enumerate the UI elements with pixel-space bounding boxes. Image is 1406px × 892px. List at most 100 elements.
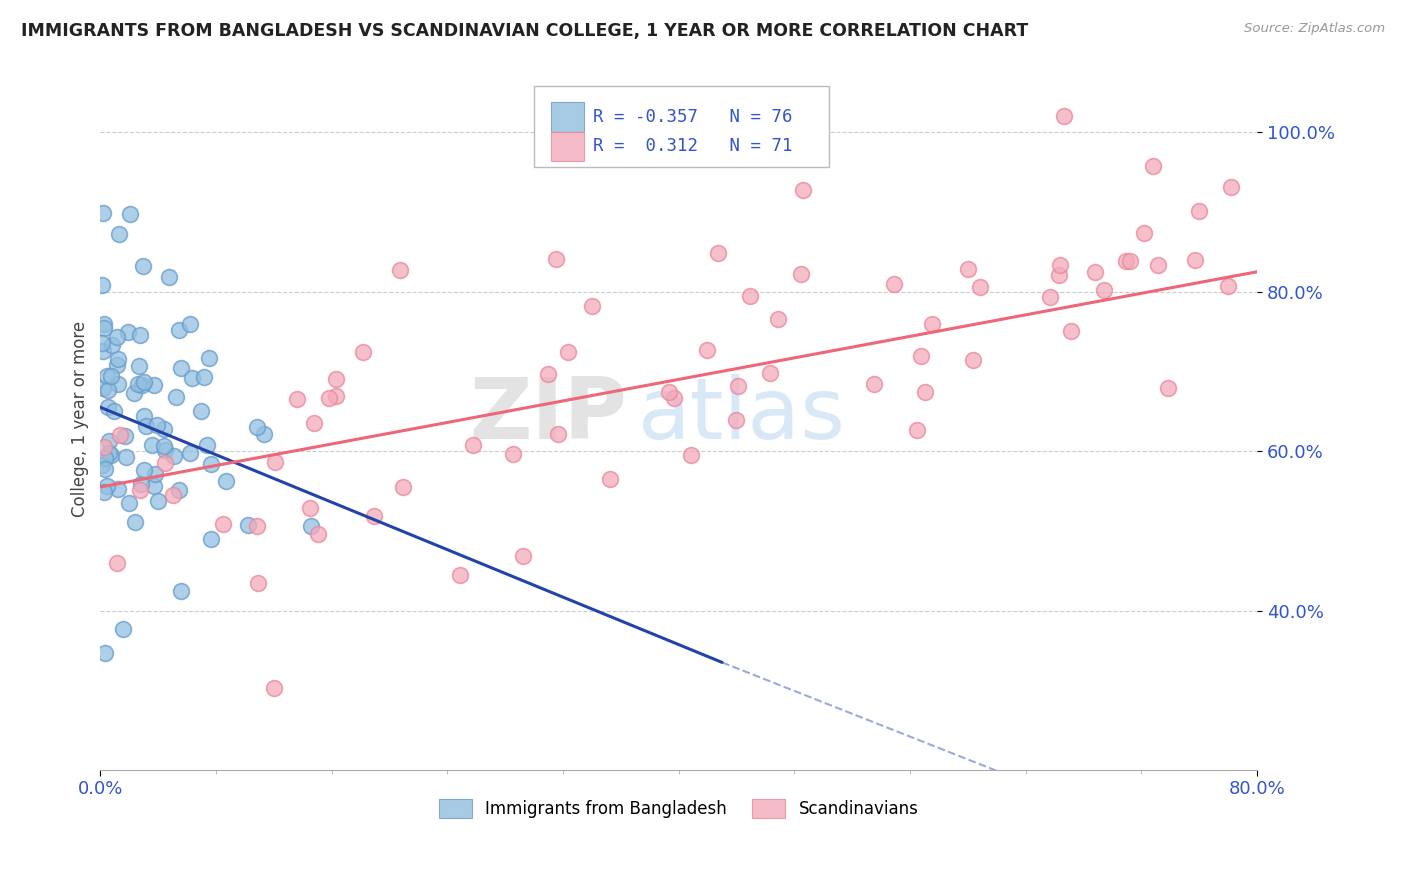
Text: atlas: atlas: [638, 375, 846, 458]
Point: [143, 467, 166, 481]
Point: [129, 477, 152, 491]
Point: [131, 377, 153, 392]
Point: [1060, 324, 1083, 338]
Point: [114, 429, 136, 443]
Legend: Immigrants from Bangladesh, Scandinavians: Immigrants from Bangladesh, Scandinavian…: [432, 792, 925, 825]
Point: [107, 557, 129, 571]
Point: [107, 482, 129, 496]
Point: [108, 227, 131, 241]
Point: [96, 479, 118, 493]
Point: [111, 622, 134, 636]
Point: [1047, 268, 1070, 282]
Point: [1115, 253, 1137, 268]
Point: [905, 423, 928, 437]
Point: [170, 583, 193, 598]
Point: [463, 438, 485, 452]
Point: [200, 457, 222, 471]
Point: [100, 338, 122, 352]
Point: [1053, 109, 1076, 123]
Point: [1039, 290, 1062, 304]
Point: [662, 391, 685, 405]
Point: [167, 323, 190, 337]
Point: [120, 206, 142, 220]
Text: IMMIGRANTS FROM BANGLADESH VS SCANDINAVIAN COLLEGE, 1 YEAR OR MORE CORRELATION C: IMMIGRANTS FROM BANGLADESH VS SCANDINAVI…: [21, 22, 1028, 40]
Point: [153, 439, 176, 453]
Point: [215, 475, 238, 489]
Y-axis label: College, 1 year or more: College, 1 year or more: [72, 321, 89, 517]
Point: [195, 438, 218, 452]
Point: [93, 646, 115, 660]
Point: [956, 262, 979, 277]
Point: [245, 420, 267, 434]
Point: [299, 518, 322, 533]
Point: [143, 478, 166, 492]
Point: [91, 206, 114, 220]
Point: [179, 446, 201, 460]
Point: [658, 384, 681, 399]
Point: [142, 378, 165, 392]
Point: [198, 351, 221, 365]
Point: [141, 438, 163, 452]
Point: [1119, 254, 1142, 268]
Point: [90, 277, 112, 292]
Text: ZIP: ZIP: [468, 375, 627, 458]
Point: [193, 369, 215, 384]
Point: [135, 419, 157, 434]
Point: [105, 358, 128, 372]
Point: [263, 455, 285, 469]
Point: [129, 328, 152, 343]
Point: [129, 483, 152, 497]
Point: [1092, 283, 1115, 297]
Point: [94, 450, 117, 465]
Point: [1084, 265, 1107, 279]
Point: [163, 449, 186, 463]
Point: [921, 317, 943, 331]
Point: [759, 367, 782, 381]
Point: [547, 427, 569, 442]
Point: [725, 413, 748, 427]
Point: [124, 516, 146, 530]
Point: [253, 427, 276, 442]
Point: [763, 131, 786, 145]
Point: [1132, 227, 1154, 241]
Point: [93, 320, 115, 334]
Point: [132, 409, 155, 424]
Point: [146, 493, 169, 508]
Point: [108, 428, 131, 442]
Point: [392, 480, 415, 494]
Point: [181, 371, 204, 385]
Point: [1220, 180, 1243, 194]
Point: [1188, 204, 1211, 219]
Text: R = -0.357   N = 76: R = -0.357 N = 76: [593, 108, 793, 126]
Point: [118, 496, 141, 510]
Point: [91, 458, 114, 472]
Point: [107, 351, 129, 366]
Point: [914, 384, 936, 399]
Point: [307, 527, 329, 541]
Point: [97, 383, 120, 397]
Point: [97, 400, 120, 414]
Point: [502, 447, 524, 461]
Point: [557, 344, 579, 359]
Point: [190, 404, 212, 418]
Point: [325, 389, 347, 403]
Text: Source: ZipAtlas.com: Source: ZipAtlas.com: [1244, 22, 1385, 36]
Point: [1184, 253, 1206, 268]
Point: [236, 517, 259, 532]
Text: R =  0.312   N = 71: R = 0.312 N = 71: [593, 137, 793, 155]
Point: [363, 509, 385, 524]
Point: [969, 279, 991, 293]
Point: [449, 567, 471, 582]
Point: [325, 372, 347, 386]
Point: [93, 381, 115, 395]
Point: [162, 488, 184, 502]
Point: [128, 359, 150, 373]
Point: [246, 575, 269, 590]
Point: [134, 375, 156, 389]
Point: [93, 485, 115, 500]
Point: [170, 361, 193, 376]
Point: [1216, 278, 1239, 293]
Point: [146, 418, 169, 433]
Point: [107, 376, 129, 391]
Point: [100, 449, 122, 463]
